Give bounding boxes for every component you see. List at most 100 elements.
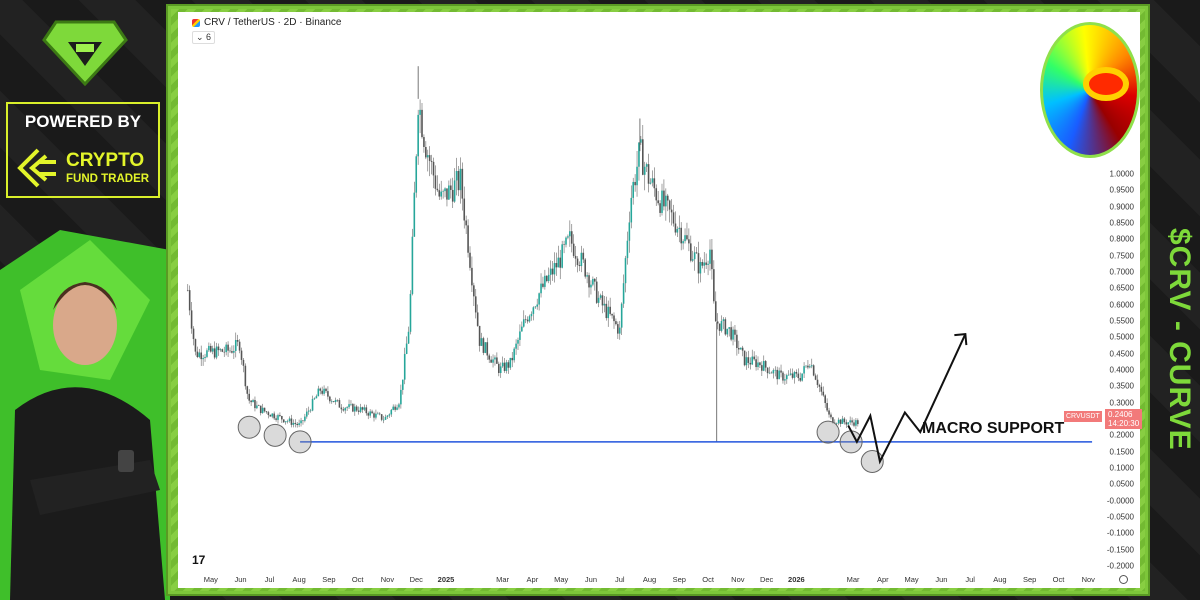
candle-body (309, 410, 312, 412)
chart-title: CRV / TetherUS · 2D · Binance (192, 17, 341, 28)
candle-body (332, 401, 335, 403)
candle-body (843, 418, 846, 423)
candle-body (701, 261, 704, 266)
candle-body (638, 142, 640, 167)
candle-body (824, 395, 826, 404)
candle-body (524, 319, 527, 320)
candle-body (286, 421, 289, 422)
candle-body (258, 405, 260, 407)
candle-body (490, 359, 492, 363)
indicators-collapse-button[interactable]: ⌄ 6 (192, 31, 216, 44)
macro-support-label: MACRO SUPPORT (922, 420, 1065, 437)
y-tick-label: 0.6500 (1109, 283, 1134, 293)
candle-body (549, 268, 552, 275)
candle-body (753, 356, 755, 360)
x-tick-label: Jul (614, 575, 625, 584)
candle-body (382, 419, 385, 421)
y-tick-label: 0.9000 (1109, 202, 1134, 212)
candle-body (492, 359, 494, 363)
candle-body (738, 348, 740, 350)
candle-body (292, 422, 295, 425)
candle-body (403, 353, 406, 380)
candle-body (766, 367, 769, 374)
candle-body (515, 343, 517, 349)
candle-body (415, 156, 418, 193)
candle-countdown: 14:20:30 (1108, 419, 1140, 428)
candle-body (530, 313, 533, 317)
candle-body (221, 349, 224, 352)
candle-body (313, 398, 316, 400)
candle-body (388, 414, 391, 416)
candle-body (526, 319, 529, 322)
candle-body (774, 369, 777, 371)
candle-body (784, 379, 786, 381)
candle-body (734, 329, 736, 335)
candle-body (521, 326, 523, 332)
candle-body (542, 283, 544, 287)
candle-body (463, 198, 466, 221)
candle-body (327, 391, 329, 397)
candle-body (540, 283, 542, 294)
candle-body (676, 229, 679, 233)
candle-body (229, 350, 231, 352)
candle-body (354, 406, 356, 412)
candle-body (338, 400, 341, 408)
candle-body (198, 352, 201, 358)
candle-body (259, 405, 262, 414)
candle-body (455, 170, 458, 181)
candle-body (615, 321, 617, 325)
x-tick-label: Mar (496, 575, 510, 584)
candle-body (807, 365, 809, 368)
y-tick-label: 0.0500 (1109, 479, 1134, 489)
candle-body (816, 379, 819, 385)
candle-body (430, 160, 433, 162)
candle-body (713, 269, 715, 302)
candle-body (219, 349, 222, 351)
candle-body (281, 416, 283, 420)
candle-body (668, 200, 671, 210)
chart-area[interactable] (178, 12, 1140, 588)
candle-body (242, 359, 245, 366)
candle-body (718, 323, 721, 331)
candle-body (394, 406, 396, 410)
candle-body (590, 284, 592, 288)
candle-body (496, 357, 498, 364)
support-touch-circle (839, 430, 863, 454)
candle-body (570, 231, 573, 244)
candle-body (720, 321, 723, 331)
candle-body (471, 267, 473, 286)
candle-body (605, 303, 608, 319)
candle-body (693, 252, 696, 260)
candle-body (670, 209, 673, 213)
candle-body (732, 329, 734, 340)
candle-body (311, 399, 314, 411)
candle-body (634, 181, 636, 186)
candle-body (509, 357, 512, 368)
candle-body (528, 316, 531, 322)
candle-body (778, 370, 780, 380)
candle-body (805, 365, 807, 367)
settings-icon[interactable] (1119, 575, 1128, 584)
candle-body (215, 346, 218, 358)
candle-body (716, 321, 719, 324)
candle-body (853, 422, 855, 426)
candle-body (467, 225, 469, 253)
candle-body (392, 406, 394, 410)
y-tick-label: 0.2000 (1109, 430, 1134, 440)
x-tick-label: Sep (672, 575, 686, 584)
candle-body (380, 414, 383, 420)
candle-body (653, 178, 656, 189)
candle-body (465, 220, 467, 226)
candle-body (857, 420, 859, 425)
x-tick-label: Apr (526, 575, 539, 584)
candle-body (703, 262, 706, 266)
candle-body (244, 365, 247, 387)
candle-body (764, 361, 767, 368)
candle-body (273, 413, 275, 419)
chart-title-text: CRV / TetherUS · 2D · Binance (204, 17, 342, 28)
candle-body (745, 357, 748, 366)
candle-body (267, 412, 270, 416)
candle-body (350, 404, 352, 405)
candle-body (425, 146, 427, 158)
